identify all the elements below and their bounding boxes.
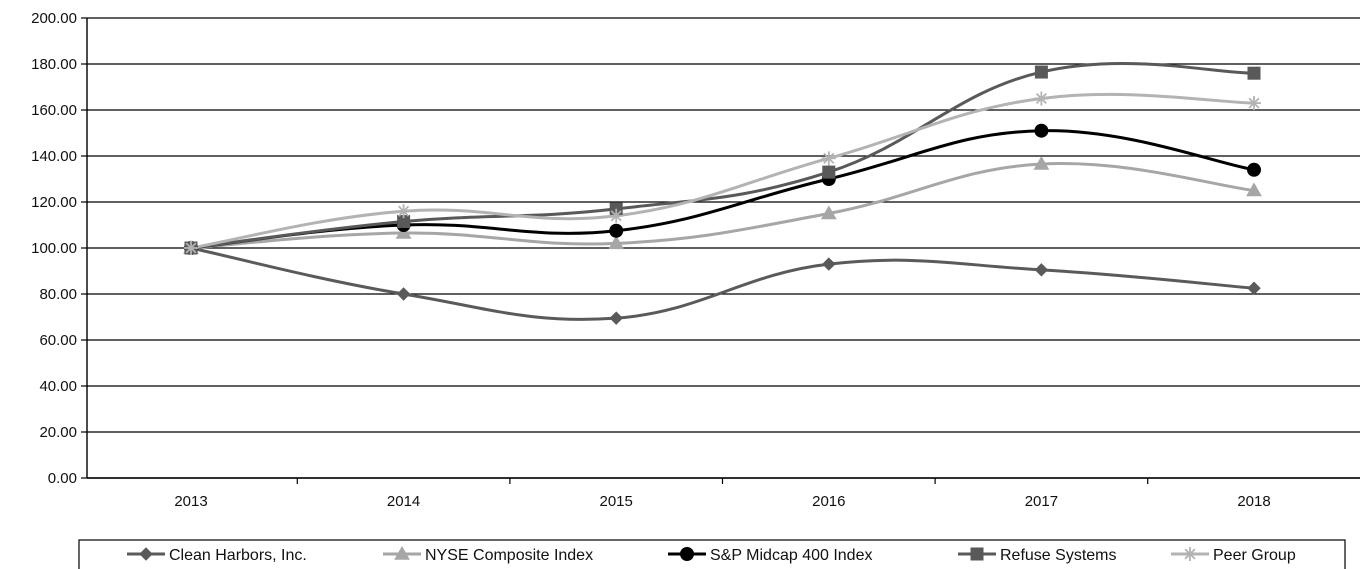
data-point-4-0 xyxy=(184,241,198,255)
data-point-0-5 xyxy=(1247,281,1261,295)
legend-swatch-marker xyxy=(970,547,984,561)
x-tick-label: 2015 xyxy=(600,493,633,510)
data-point-4-5 xyxy=(1247,96,1261,111)
axes: 0.00 20.00 40.00 60.00 80.00 100.00 120.00 140.… xyxy=(31,10,1360,510)
y-tick-label: 60.00 xyxy=(39,332,77,349)
legend-box xyxy=(78,539,1346,569)
legend-swatch-marker xyxy=(139,547,153,561)
data-point-0-4 xyxy=(1034,263,1049,277)
y-tick-label: 160.00 xyxy=(31,102,77,119)
legend-label: NYSE Composite Index xyxy=(425,547,593,564)
series-line-4 xyxy=(189,92,1256,250)
data-point-1-5 xyxy=(1246,182,1262,197)
data-point-0-1 xyxy=(396,287,411,301)
y-tick-label: 40.00 xyxy=(39,378,77,395)
data-point-1-4 xyxy=(1033,156,1050,170)
data-point-1-1 xyxy=(395,225,412,239)
data-point-2-5 xyxy=(1247,162,1261,177)
data-point-4-2 xyxy=(609,208,624,223)
series-line-1 xyxy=(189,162,1256,250)
legend: Clean Harbors, Inc. NYSE Composite Index S… xyxy=(78,539,1346,569)
legend-label: Peer Group xyxy=(1213,547,1296,564)
x-tick-label: 2013 xyxy=(174,493,207,510)
legend-swatch-marker xyxy=(680,547,694,561)
y-tick-label: 140.00 xyxy=(31,148,77,165)
data-point-0-3 xyxy=(822,257,836,271)
legend-swatch-marker xyxy=(1183,547,1197,561)
legend-label: Refuse Systems xyxy=(1000,547,1116,564)
y-tick-label: 0.00 xyxy=(48,470,77,487)
series-lines xyxy=(189,62,1256,321)
x-tick-label: 2017 xyxy=(1025,493,1058,510)
legend-label: Clean Harbors, Inc. xyxy=(169,547,307,564)
series-line-0 xyxy=(189,246,1256,321)
legend-label: S&P Midcap 400 Index xyxy=(710,547,872,564)
data-point-1-2 xyxy=(608,235,625,250)
y-tick-label: 200.00 xyxy=(31,10,77,27)
data-point-0-2 xyxy=(609,311,623,325)
y-tick-label: 180.00 xyxy=(31,56,77,73)
data-point-3-4 xyxy=(1034,65,1048,79)
x-tick-label: 2018 xyxy=(1237,493,1270,510)
data-point-3-3 xyxy=(822,165,836,179)
legend-swatch-marker xyxy=(394,545,410,560)
x-tick-label: 2016 xyxy=(812,493,845,510)
y-tick-label: 80.00 xyxy=(39,286,77,303)
series-line-3 xyxy=(189,62,1256,250)
data-point-1-3 xyxy=(820,205,837,220)
y-tick-label: 20.00 xyxy=(39,424,77,441)
grid-lines xyxy=(87,17,1360,479)
series-markers xyxy=(183,65,1262,325)
data-point-4-3 xyxy=(821,151,836,166)
data-point-2-4 xyxy=(1034,123,1049,138)
data-point-4-1 xyxy=(396,204,411,219)
y-tick-label: 120.00 xyxy=(31,194,77,211)
data-point-2-2 xyxy=(609,223,624,238)
data-point-3-5 xyxy=(1247,66,1261,80)
x-tick-label: 2014 xyxy=(387,493,420,510)
series-line-2 xyxy=(189,129,1256,250)
y-tick-label: 100.00 xyxy=(31,240,77,257)
data-point-4-4 xyxy=(1034,91,1049,106)
